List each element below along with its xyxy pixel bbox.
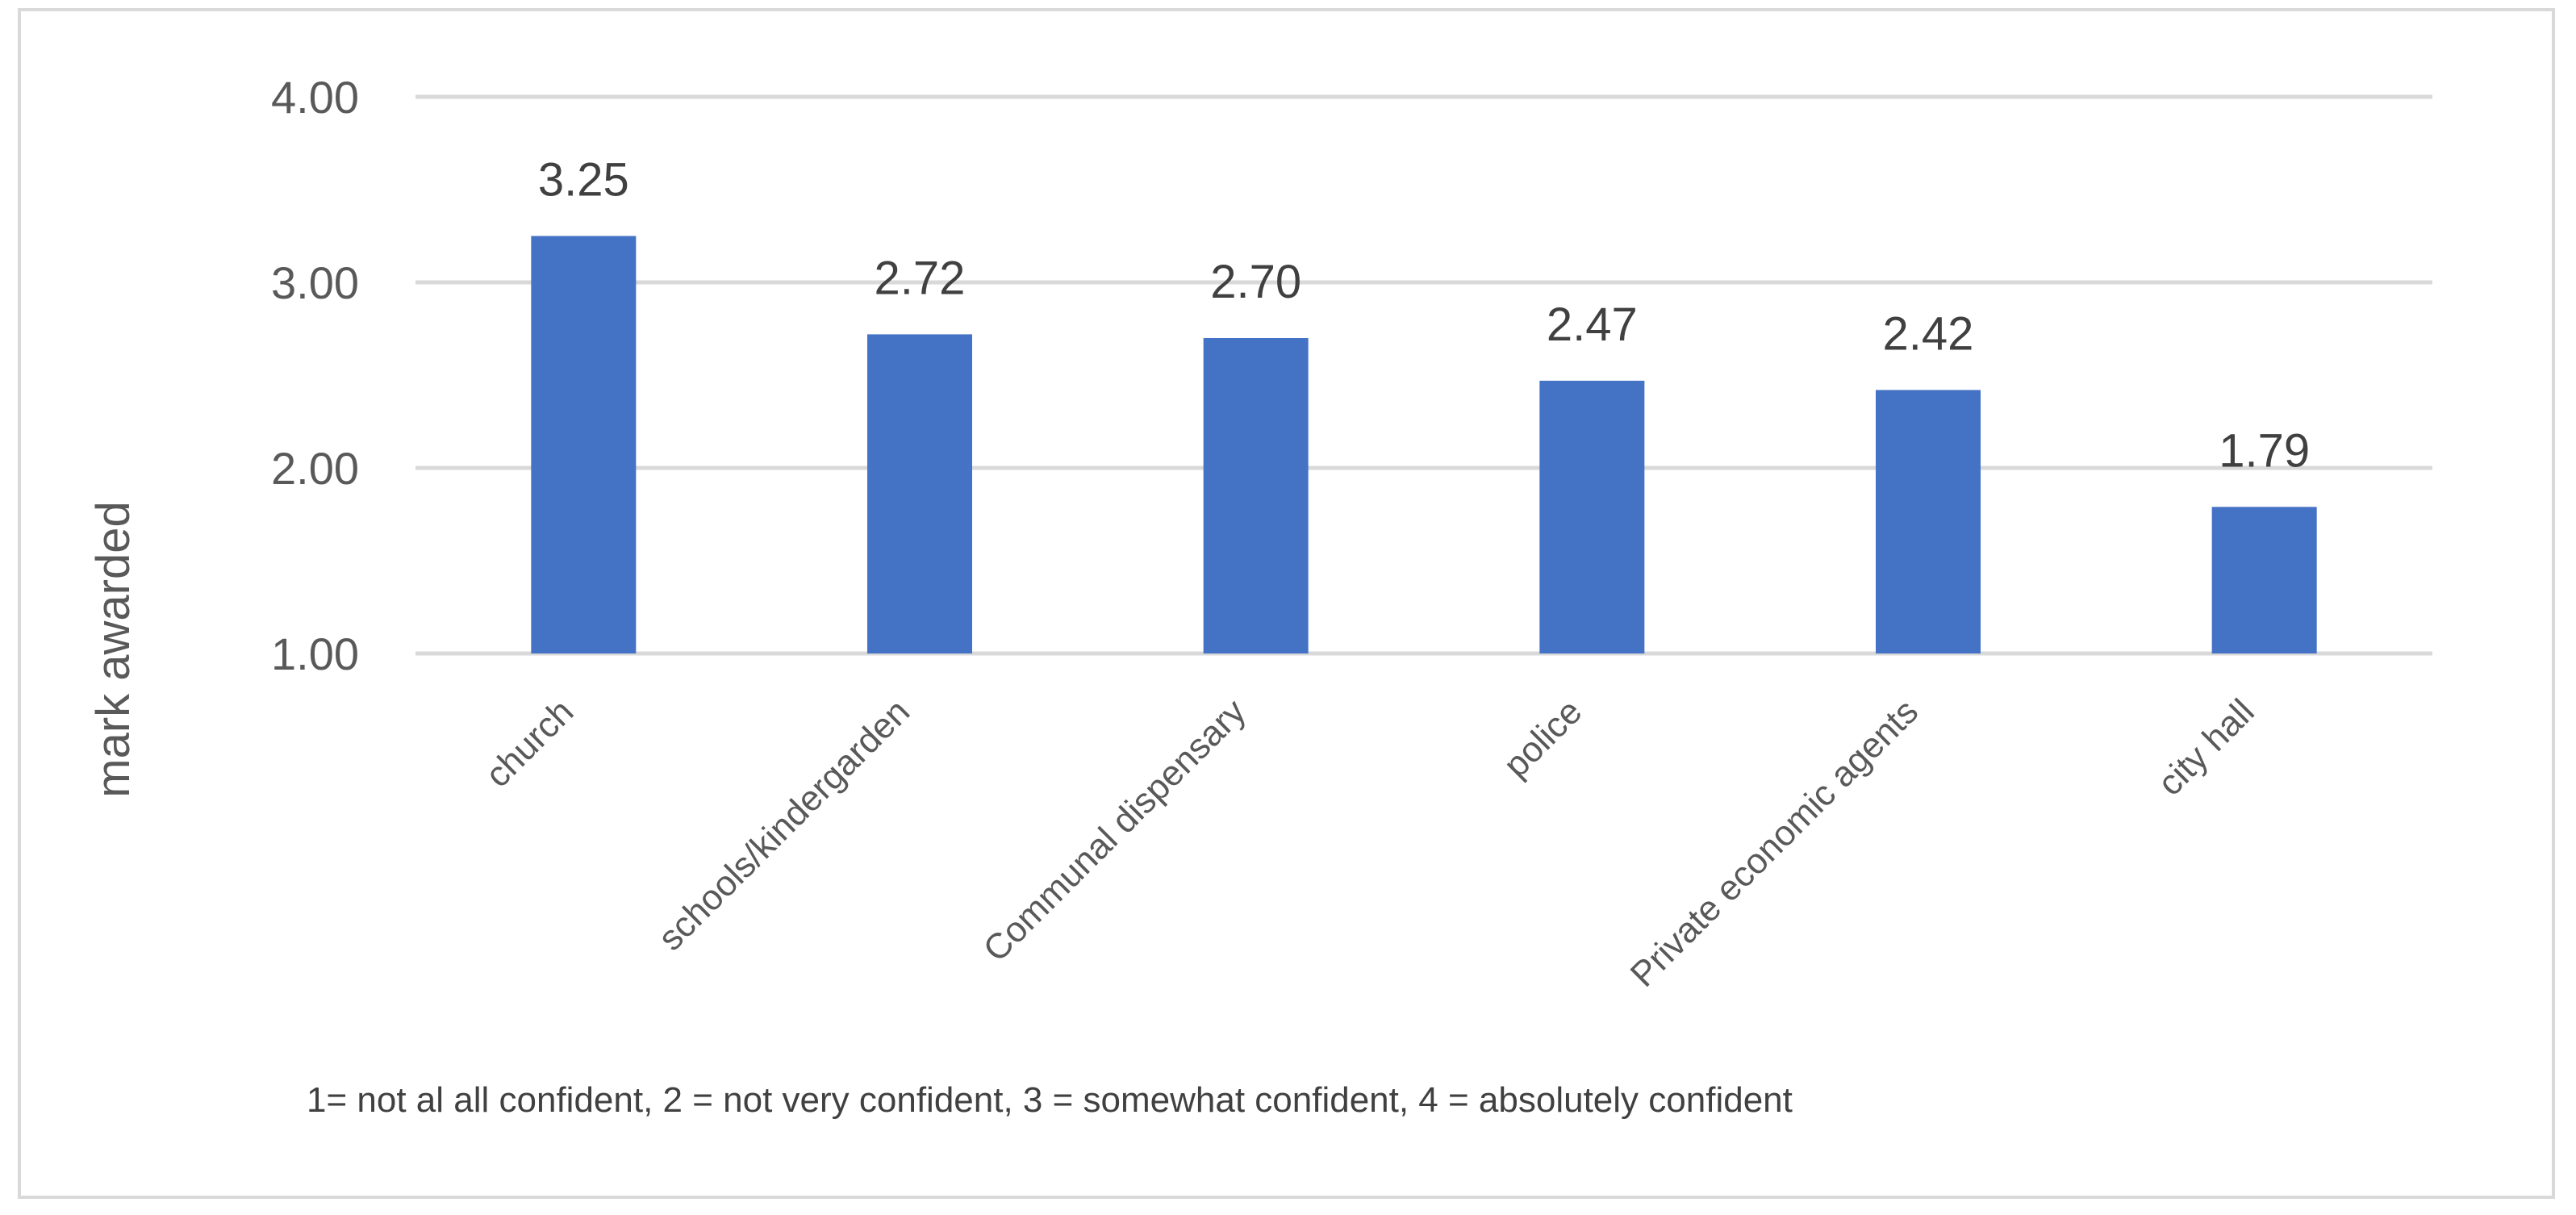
- y-axis-ticks: 1.00 2.00 3.00 4.00: [271, 72, 359, 679]
- bar: [2211, 507, 2317, 653]
- data-label: 1.79: [2219, 424, 2310, 477]
- y-tick-label: 2.00: [271, 443, 359, 494]
- bars: [531, 236, 2317, 653]
- bar: [867, 334, 972, 653]
- x-category-label: church: [478, 691, 581, 795]
- scale-note: 1= not al all confident, 2 = not very co…: [307, 1080, 1793, 1120]
- bar: [531, 236, 637, 653]
- bar: [1539, 380, 1645, 653]
- data-label: 2.42: [1883, 307, 1974, 360]
- data-label: 2.70: [1210, 256, 1301, 308]
- y-tick-label: 1.00: [271, 628, 359, 679]
- x-category-label: Private economic agents: [1623, 691, 1926, 994]
- bar: [1203, 338, 1309, 653]
- x-category-label: Communal dispensary: [976, 691, 1254, 969]
- data-label: 2.72: [875, 252, 966, 304]
- y-axis-title: mark awarded: [87, 501, 140, 797]
- bar: [1876, 390, 1981, 653]
- data-labels: 3.25 2.72 2.70 2.47 2.42 1.79: [538, 154, 2310, 478]
- gridlines: [415, 94, 2432, 656]
- data-label: 2.47: [1547, 299, 1638, 351]
- x-category-label: police: [1496, 691, 1589, 785]
- x-category-label: city hall: [2150, 691, 2261, 803]
- y-tick-label: 4.00: [271, 72, 359, 123]
- x-category-label: schools/kindergarden: [651, 691, 917, 958]
- x-axis-categories: church schools/kindergarden Communal dispe…: [478, 691, 2261, 994]
- y-tick-label: 3.00: [271, 257, 359, 308]
- data-label: 3.25: [538, 154, 629, 207]
